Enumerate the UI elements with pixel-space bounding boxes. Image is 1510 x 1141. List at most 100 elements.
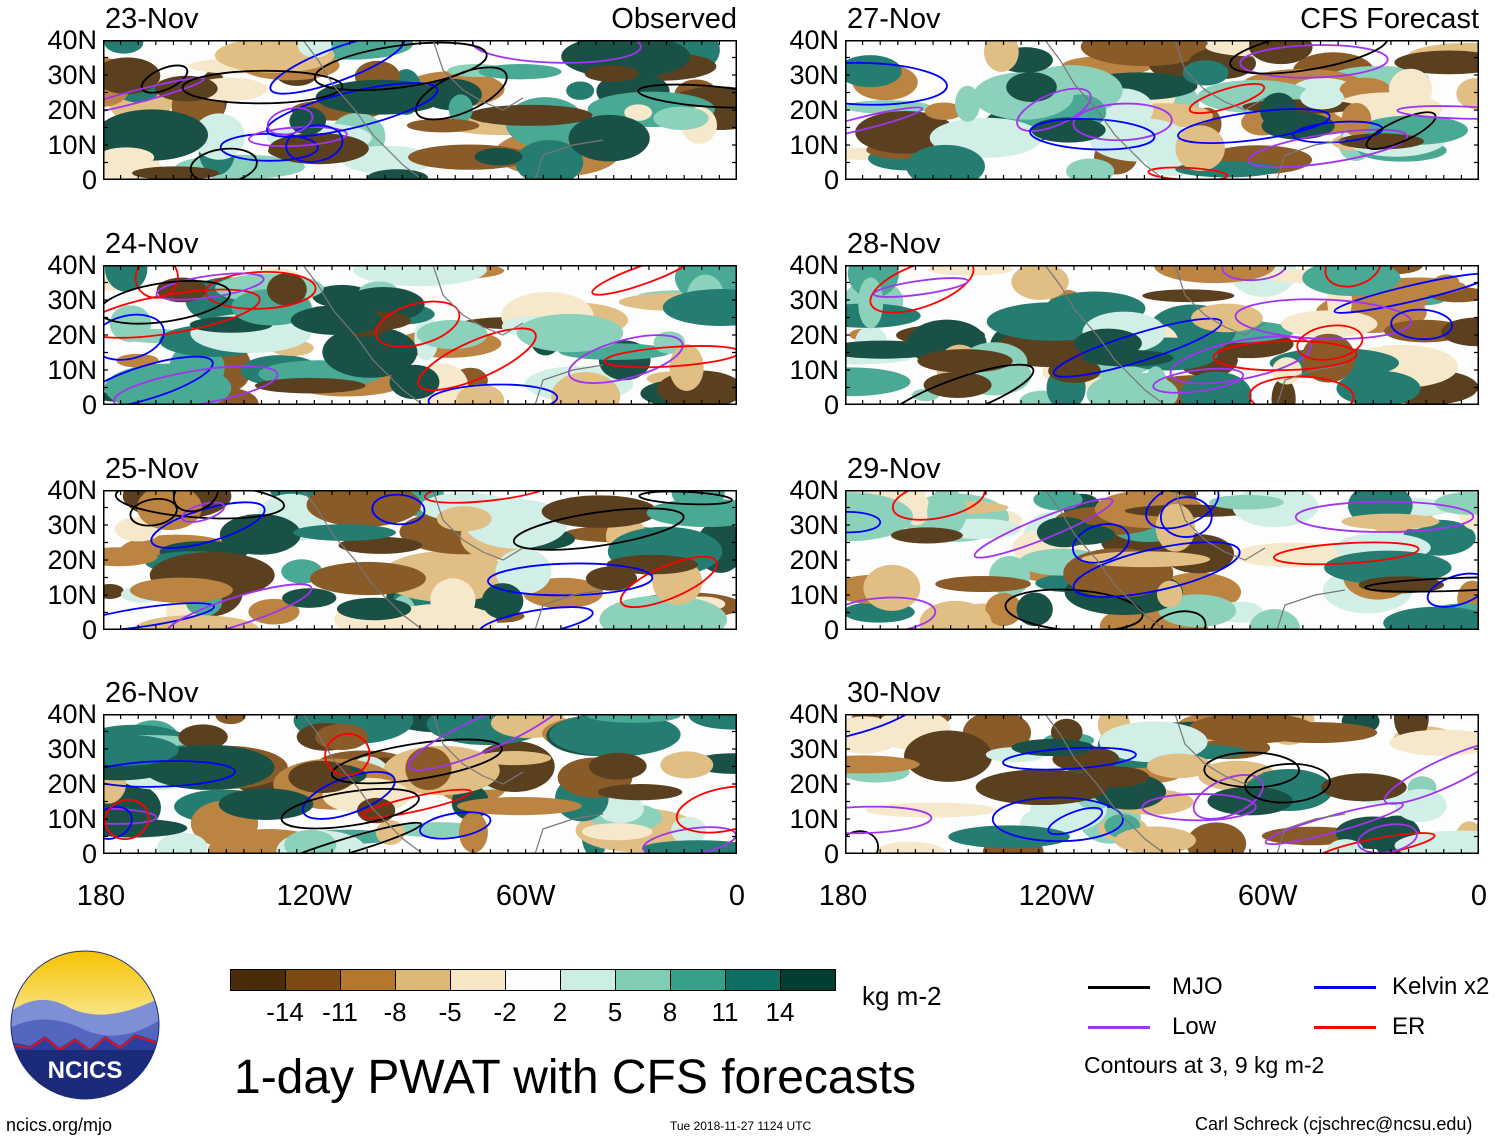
pwat-field xyxy=(845,490,1479,630)
map-panel-25-nov xyxy=(103,490,737,630)
colorbar-units: kg m-2 xyxy=(862,981,942,1011)
longitude-label: 0 xyxy=(728,880,746,912)
latitude-label: 30N xyxy=(789,60,839,90)
pwat-field xyxy=(103,40,737,180)
latitude-label: 0 xyxy=(81,615,97,645)
colorbar-label: -14 xyxy=(266,997,304,1027)
longitude-label: 120W xyxy=(276,880,353,912)
pwat-field xyxy=(103,490,737,630)
colorbar-swatch xyxy=(450,969,506,991)
latitude-label: 40N xyxy=(47,250,97,280)
colorbar-swatch xyxy=(285,969,341,991)
legend-line-kelvin xyxy=(1314,986,1376,989)
colorbar-label: 11 xyxy=(711,997,739,1027)
map-panel-29-nov xyxy=(845,490,1479,630)
footer-author: Carl Schreck (cjschrec@ncsu.edu) xyxy=(1195,1114,1473,1134)
legend-label-low: Low xyxy=(1172,1013,1217,1040)
latitude-label: 10N xyxy=(47,580,97,610)
colorbar-swatch xyxy=(615,969,671,991)
latitude-label: 40N xyxy=(47,475,97,505)
latitude-label: 0 xyxy=(823,390,839,420)
panel-date: 25-Nov xyxy=(105,453,199,485)
latitude-label: 20N xyxy=(47,95,97,125)
map-panel-23-nov xyxy=(103,40,737,180)
colorbar-label: 14 xyxy=(765,997,795,1027)
colorbar-label: 8 xyxy=(662,997,678,1027)
latitude-label: 20N xyxy=(789,95,839,125)
map-panel-27-nov xyxy=(845,40,1479,180)
longitude-label: 0 xyxy=(1470,880,1488,912)
colorbar-swatch xyxy=(340,969,396,991)
colorbar-label: 5 xyxy=(607,997,623,1027)
colorbar-swatch xyxy=(395,969,451,991)
latitude-label: 10N xyxy=(47,355,97,385)
panel-date: 29-Nov xyxy=(847,453,941,485)
colorbar-swatch xyxy=(670,969,726,991)
latitude-label: 10N xyxy=(47,804,97,834)
latitude-label: 10N xyxy=(789,580,839,610)
latitude-label: 0 xyxy=(823,839,839,869)
pwat-field xyxy=(103,265,737,405)
latitude-label: 10N xyxy=(789,804,839,834)
pwat-field xyxy=(845,714,1479,854)
longitude-label: 60W xyxy=(495,880,556,912)
legend-line-mjo xyxy=(1088,986,1150,989)
pwat-field xyxy=(845,265,1479,405)
panel-date: 26-Nov xyxy=(105,677,199,709)
map-panel-26-nov xyxy=(103,714,737,854)
latitude-label: 40N xyxy=(789,699,839,729)
latitude-label: 20N xyxy=(789,545,839,575)
latitude-label: 0 xyxy=(81,839,97,869)
panel-date: 27-Nov xyxy=(847,3,941,35)
colorbar-swatch xyxy=(230,969,286,991)
colorbar-label: 2 xyxy=(552,997,568,1027)
legend-line-er xyxy=(1314,1026,1376,1029)
latitude-label: 30N xyxy=(789,510,839,540)
longitude-label: 180 xyxy=(818,880,868,912)
latitude-label: 20N xyxy=(47,769,97,799)
legend-line-low xyxy=(1088,1026,1150,1029)
latitude-label: 20N xyxy=(789,769,839,799)
panel-date: 24-Nov xyxy=(105,228,199,260)
latitude-label: 30N xyxy=(47,734,97,764)
latitude-label: 0 xyxy=(823,165,839,195)
latitude-label: 0 xyxy=(81,390,97,420)
map-panel-30-nov xyxy=(845,714,1479,854)
latitude-label: 30N xyxy=(47,60,97,90)
colorbar-swatch xyxy=(560,969,616,991)
map-panel-24-nov xyxy=(103,265,737,405)
latitude-label: 0 xyxy=(823,615,839,645)
longitude-label: 180 xyxy=(76,880,126,912)
latitude-label: 20N xyxy=(789,320,839,350)
panel-date: 30-Nov xyxy=(847,677,941,709)
map-panel-28-nov xyxy=(845,265,1479,405)
pwat-field xyxy=(845,40,1479,180)
latitude-label: 20N xyxy=(47,545,97,575)
logo-text: NCICS xyxy=(48,1057,123,1084)
colorbar-swatch xyxy=(505,969,561,991)
latitude-label: 20N xyxy=(47,320,97,350)
latitude-label: 40N xyxy=(789,25,839,55)
latitude-label: 40N xyxy=(789,250,839,280)
latitude-label: 0 xyxy=(81,165,97,195)
panel-source-label: Observed xyxy=(611,3,737,35)
latitude-label: 30N xyxy=(47,510,97,540)
latitude-label: 40N xyxy=(789,475,839,505)
colorbar-label: -11 xyxy=(322,997,358,1027)
latitude-label: 30N xyxy=(47,285,97,315)
colorbar-label: -2 xyxy=(493,997,517,1027)
panel-source-label: CFS Forecast xyxy=(1300,3,1479,35)
colorbar-swatch xyxy=(780,969,836,991)
latitude-label: 30N xyxy=(789,285,839,315)
footer-timestamp: Tue 2018-11-27 1124 UTC xyxy=(670,1119,812,1133)
latitude-label: 10N xyxy=(47,130,97,160)
colorbar-swatch xyxy=(725,969,781,991)
panel-date: 28-Nov xyxy=(847,228,941,260)
latitude-label: 30N xyxy=(789,734,839,764)
latitude-label: 40N xyxy=(47,25,97,55)
longitude-label: 60W xyxy=(1237,880,1298,912)
colorbar-label: -5 xyxy=(438,997,462,1027)
latitude-label: 40N xyxy=(47,699,97,729)
legend-label-kelvin: Kelvin x2 xyxy=(1392,973,1490,1000)
legend-label-mjo: MJO xyxy=(1172,973,1223,1000)
